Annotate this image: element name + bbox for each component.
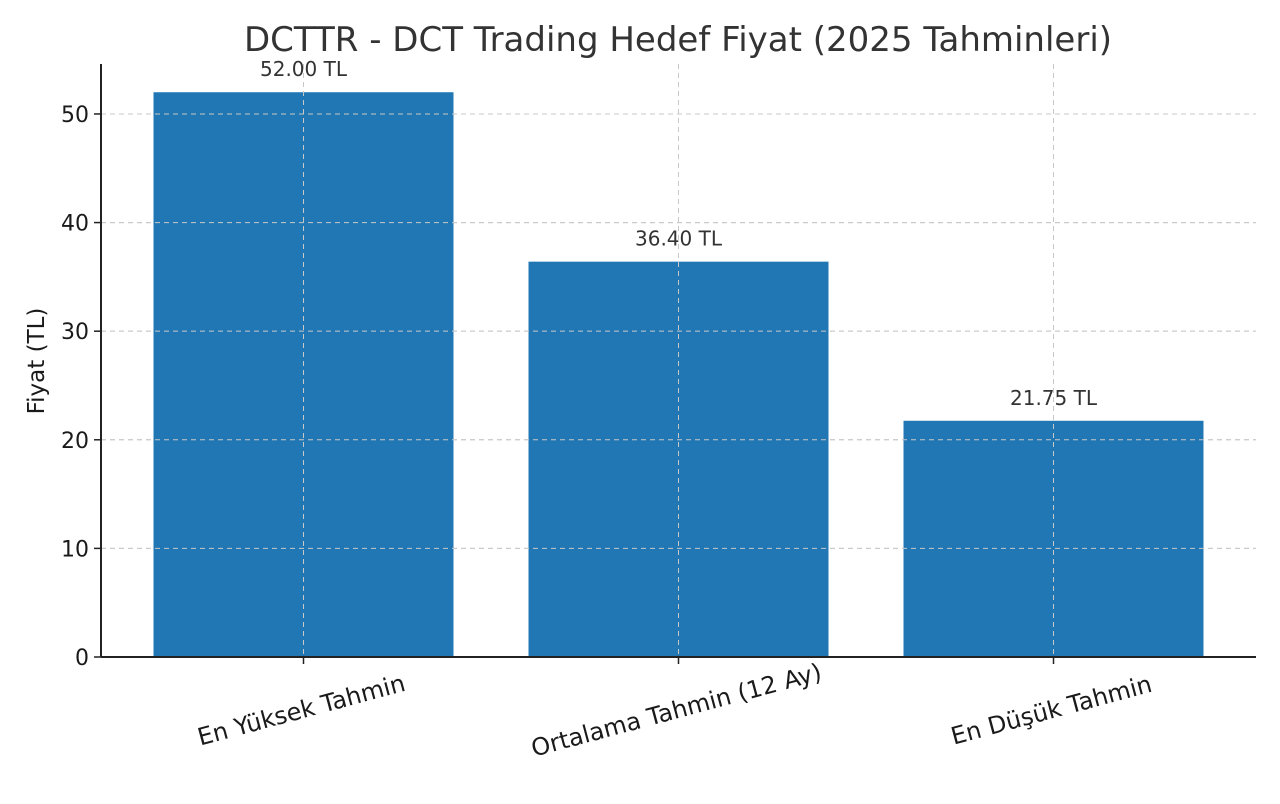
chart-title: DCTTR - DCT Trading Hedef Fiyat (2025 Ta… [244,20,1112,60]
x-category-label: En Yüksek Tahmin [195,669,409,751]
bars [101,64,1256,657]
y-tick-label: 30 [61,320,89,345]
bar-value-label: 36.40 TL [635,227,723,251]
bar [903,420,1204,657]
bar-value-label: 52.00 TL [260,57,348,81]
y-axis-label: Fiyat (TL) [24,308,50,415]
x-category-label: En Düşük Tahmin [948,670,1155,751]
y-tick-label: 50 [61,103,89,128]
y-tick-label: 20 [61,429,89,454]
y-tick-label: 10 [61,537,89,562]
bar-value-label: 21.75 TL [1010,386,1098,410]
axes [94,64,1256,664]
y-tick-label: 0 [75,646,89,671]
x-category-label: Ortalama Tahmin (12 Ay) [528,658,824,763]
y-tick-label: 40 [61,212,89,237]
